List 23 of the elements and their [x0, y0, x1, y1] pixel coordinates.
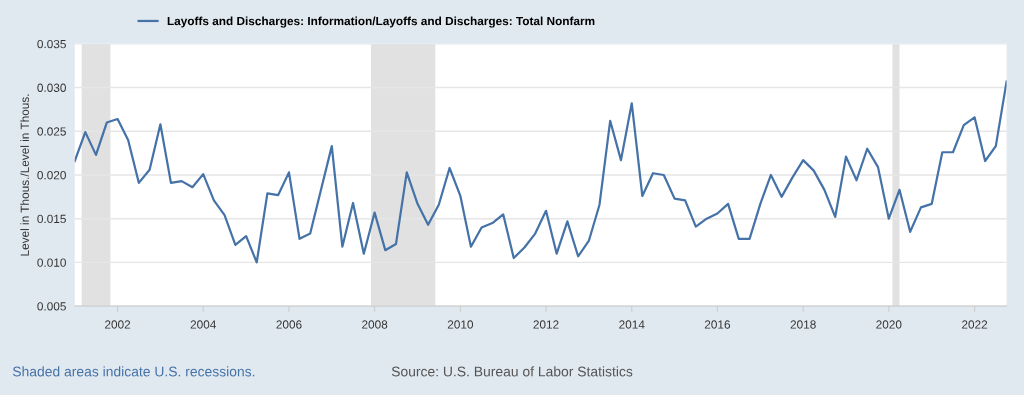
- x-tick-label: 2004: [190, 320, 216, 329]
- x-tick-label: 2002: [105, 320, 131, 329]
- text: Shaded areas indicate U.S. recessions.: [12, 366, 255, 377]
- source-note: Source: U.S. Bureau of Labor Statistics: [391, 366, 633, 377]
- legend-label: Layoffs and Discharges: Information/Layoffs and Discharges: Total Nonfarm: [167, 16, 595, 28]
- y-axis-title: Level in Thous./Level in Thous.: [20, 94, 29, 256]
- y-tick-label: 0.025: [37, 127, 66, 136]
- y-tick-label: 0.005: [37, 302, 66, 311]
- x-tick-label: 2018: [790, 320, 816, 329]
- y-tick-label: 0.020: [37, 171, 66, 180]
- y-tick-label: 0.035: [37, 39, 66, 49]
- x-tick-label: 2010: [447, 320, 474, 329]
- x-tick-label: 2020: [876, 320, 902, 329]
- x-tick-label: 2014: [619, 320, 645, 329]
- x-tick-label: 2006: [276, 320, 302, 329]
- y-tick-label: 0.030: [37, 83, 66, 92]
- y-tick-label: 0.015: [37, 214, 66, 224]
- x-tick-label: 2016: [704, 320, 731, 329]
- x-tick-label: 2012: [533, 320, 559, 329]
- line-series: [74, 80, 1007, 264]
- x-tick-label: 2022: [962, 320, 988, 329]
- x-tick-label: 2008: [362, 320, 388, 329]
- y-tick-label: 0.010: [37, 258, 66, 267]
